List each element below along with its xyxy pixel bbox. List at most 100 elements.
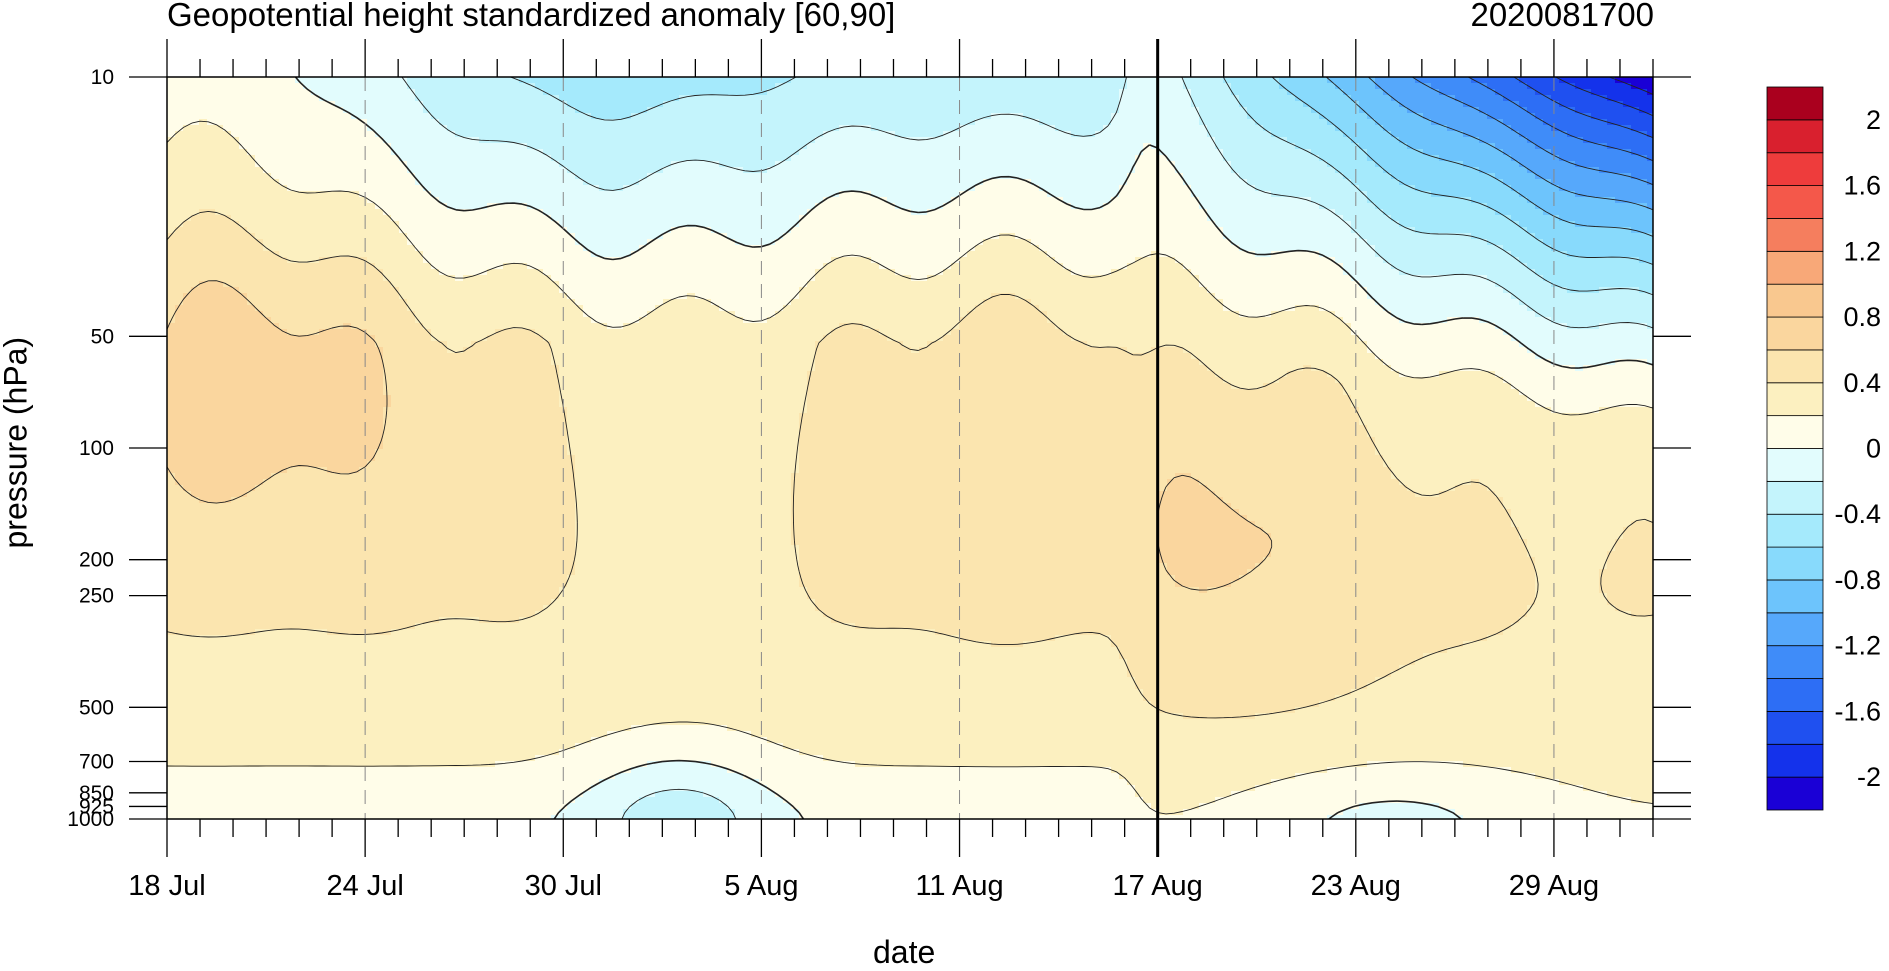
contour-cell [447,515,456,522]
contour-cell [439,605,448,612]
contour-cell [407,131,416,138]
contour-cell [287,155,296,162]
contour-cell [231,497,240,504]
contour-cell [383,275,392,282]
contour-cell [423,791,432,798]
contour-cell [439,353,448,360]
contour-cell [455,677,464,684]
contour-cell [415,431,424,438]
contour-cell [431,479,440,486]
contour-cell [239,395,248,402]
contour-cell [279,815,288,819]
contour-cell [423,221,432,228]
contour-cell [271,803,280,810]
contour-cell [423,755,432,762]
contour-cell [463,701,472,708]
contour-cell [207,653,216,660]
contour-cell [199,263,208,270]
contour-cell [207,407,216,414]
contour-cell [215,323,224,330]
contour-cell [439,761,448,768]
contour-cell [343,245,352,252]
contour-cell [407,617,416,624]
contour-cell [215,659,224,666]
contour-cell [463,293,472,300]
contour-cell [215,143,224,150]
contour-cell [231,179,240,186]
contour-cell [271,779,280,786]
contour-cell [439,269,448,276]
contour-cell [319,491,328,498]
contour-cell [375,629,384,636]
contour-cell [391,677,400,684]
contour-cell [455,233,464,240]
contour-cell [223,701,232,708]
contour-cell [407,533,416,540]
contour-cell [287,437,296,444]
contour-cell [431,401,440,408]
contour-cell [207,731,216,738]
contour-cell [327,773,336,780]
contour-cell [391,107,400,114]
contour-cell [287,785,296,792]
contour-cell [383,665,392,672]
contour-cell [239,287,248,294]
contour-cell [439,383,448,390]
contour-cell [399,659,408,666]
contour-cell [287,455,296,462]
contour-cell [375,521,384,528]
contour-cell [359,701,368,708]
contour-cell [303,131,312,138]
contour-cell [247,779,256,786]
contour-cell [295,89,304,96]
contour-cell [207,779,216,786]
contour-cell [279,809,288,816]
contour-cell [399,83,408,90]
contour-cell [239,227,248,234]
contour-cell [479,755,488,762]
contour-cell [383,539,392,546]
contour-cell [247,743,256,750]
contour-cell [207,155,216,162]
contour-cell [263,527,272,534]
contour-cell [255,611,264,618]
contour-cell [415,641,424,648]
contour-cell [431,815,440,819]
contour-cell [191,263,200,270]
contour-cell [359,647,368,654]
contour-cell [175,683,184,690]
contour-cell [263,251,272,258]
contour-cell [223,167,232,174]
contour-cell [311,221,320,228]
contour-cell [479,569,488,576]
contour-cell [415,443,424,450]
contour-cell [463,809,472,816]
contour-cell [175,767,184,774]
contour-cell [279,305,288,312]
contour-cell [263,149,272,156]
contour-cell [303,599,312,606]
contour-cell [455,791,464,798]
contour-cell [191,527,200,534]
contour-cell [359,173,368,180]
contour-cell [231,635,240,642]
contour-cell [359,485,368,492]
contour-cell [463,545,472,552]
contour-cell [343,311,352,318]
contour-cell [343,203,352,210]
contour-cell [199,197,208,204]
contour-cell [375,647,384,654]
contour-cell [207,725,216,732]
contour-cell [255,209,264,216]
contour-cell [455,185,464,192]
contour-cell [359,593,368,600]
contour-cell [407,479,416,486]
contour-cell [271,797,280,804]
contour-cell [399,167,408,174]
contour-cell [295,545,304,552]
contour-cell [263,233,272,240]
contour-cell [327,257,336,264]
contour-cell [223,653,232,660]
contour-cell [271,665,280,672]
contour-cell [399,527,408,534]
